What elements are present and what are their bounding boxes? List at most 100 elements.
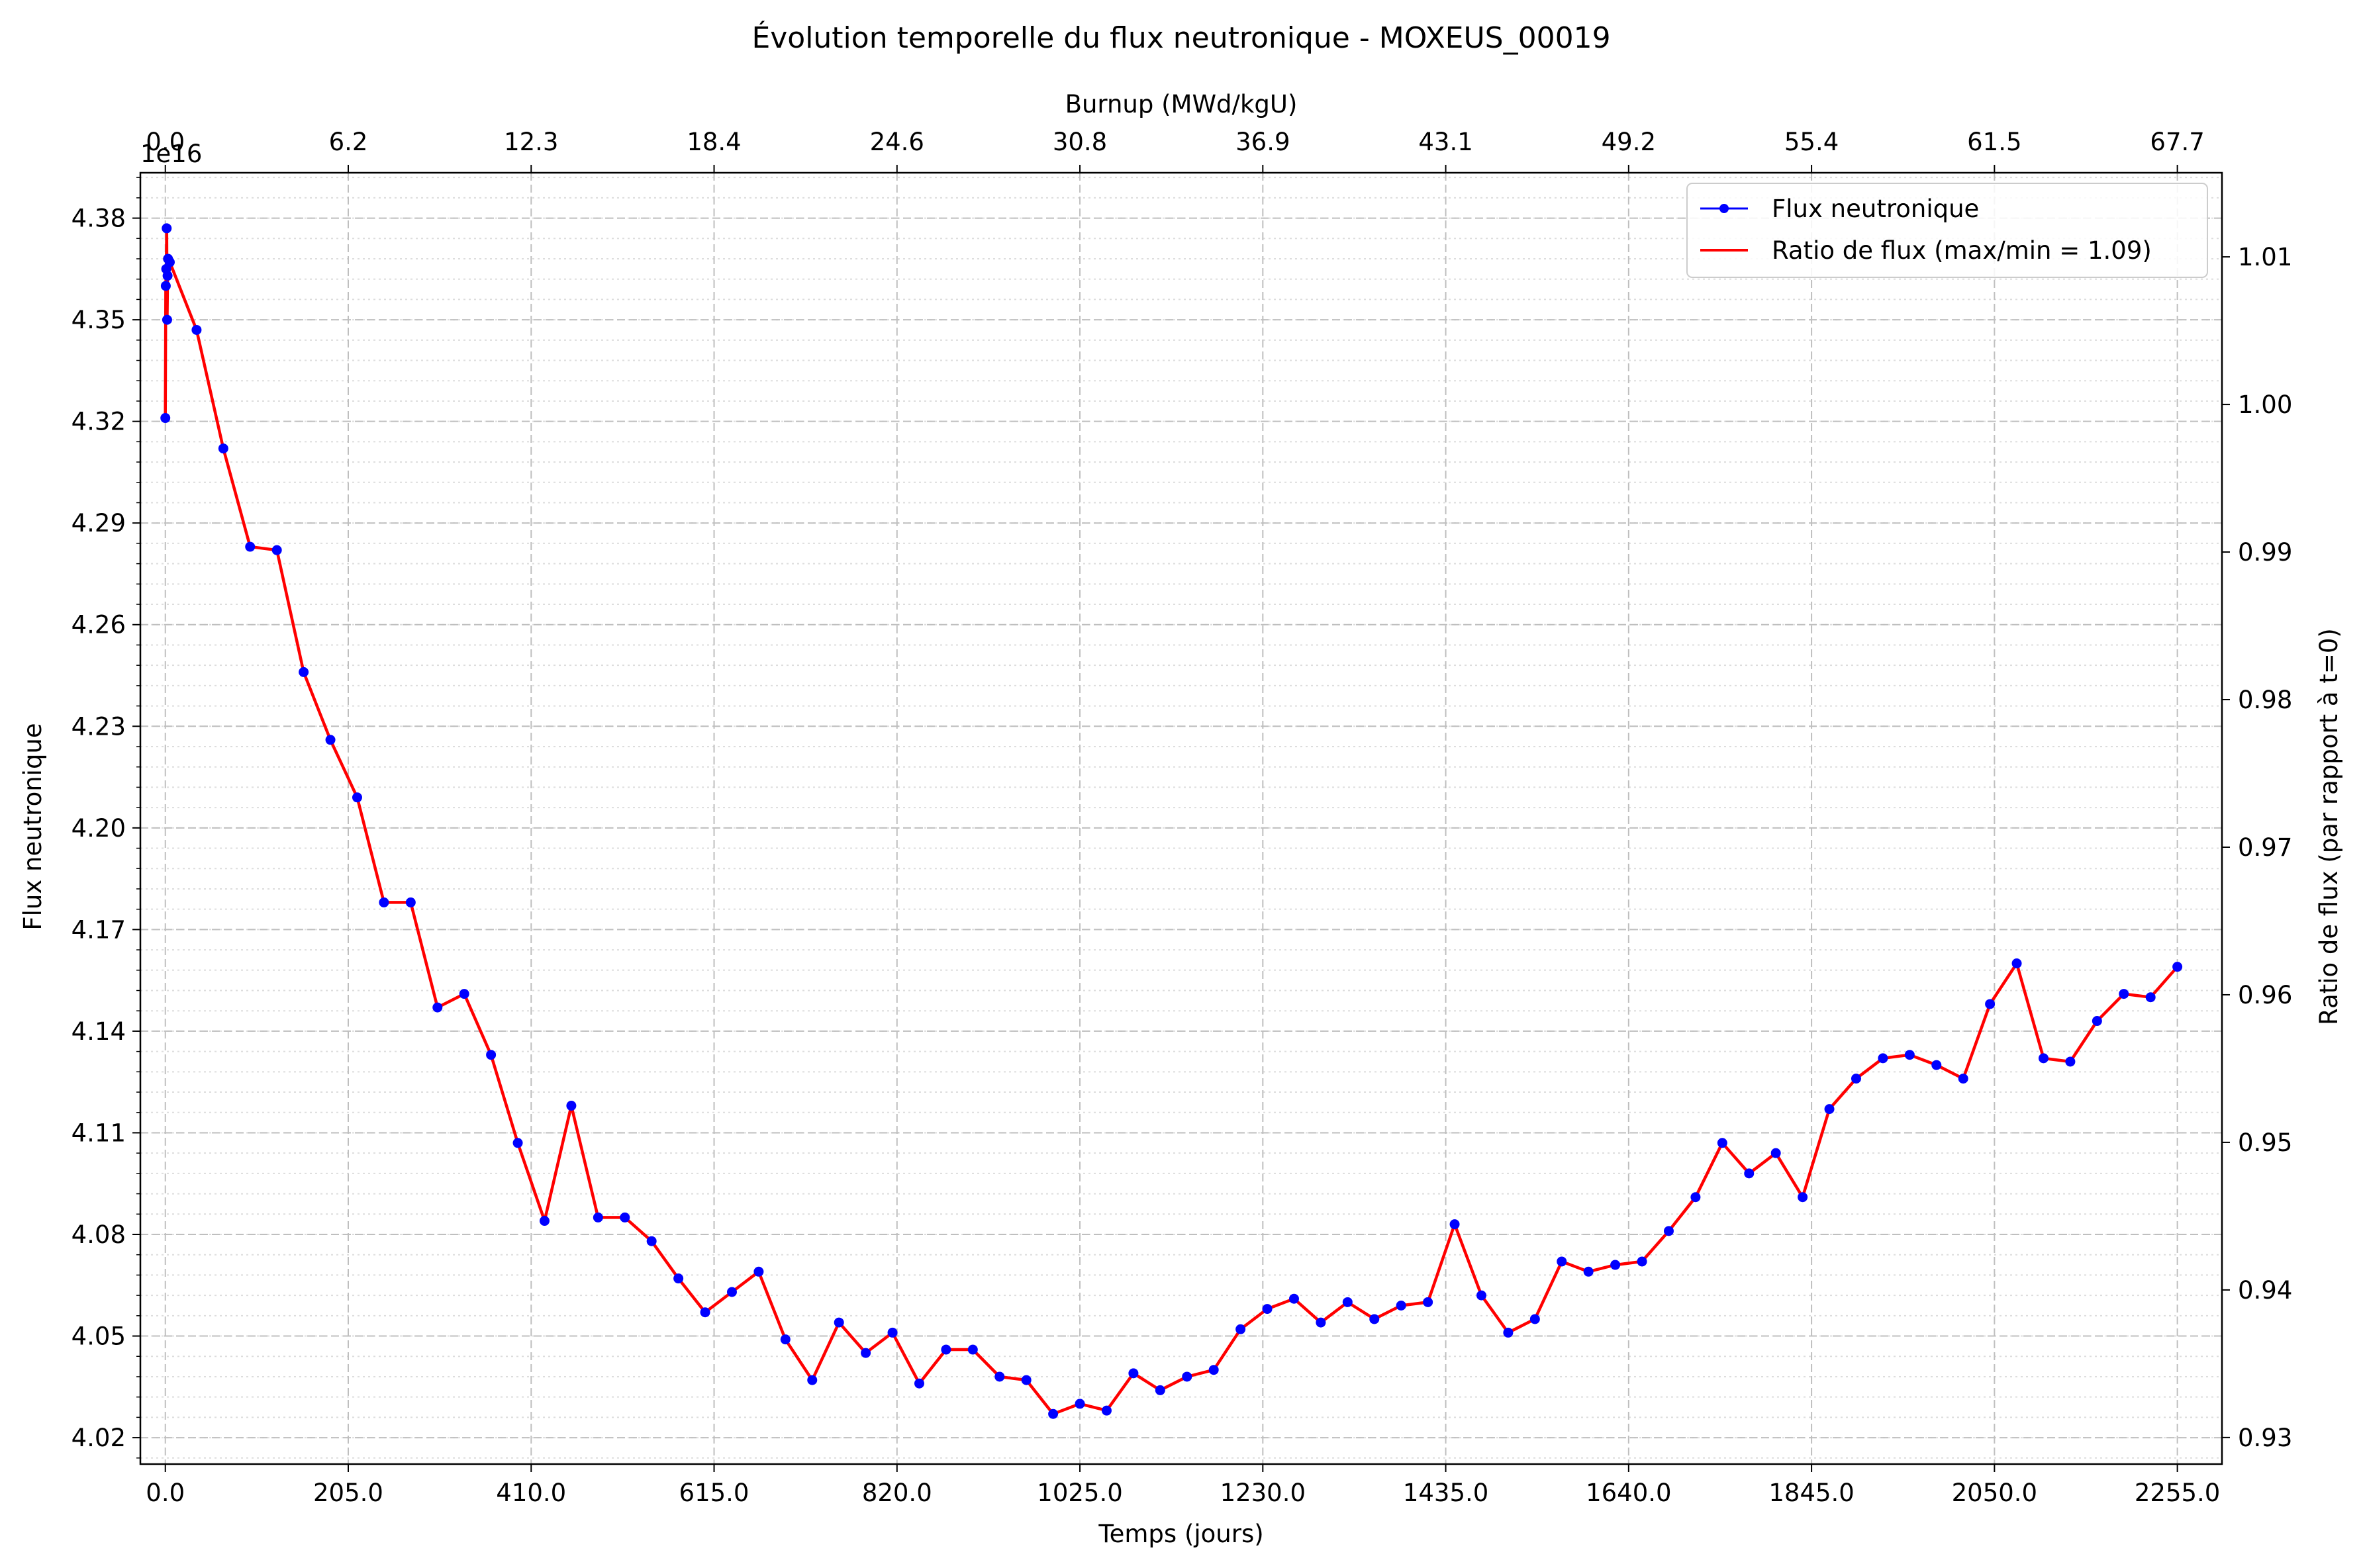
flux-data-point (834, 1317, 844, 1328)
flux-data-point (994, 1371, 1005, 1382)
x-tick-label: 1025.0 (1037, 1479, 1122, 1507)
flux-data-point (1075, 1399, 1085, 1409)
flux-data-point (299, 667, 309, 677)
flux-data-point (2011, 958, 2022, 969)
y-tick-label: 4.17 (72, 915, 126, 944)
flux-series-line (164, 228, 2178, 1416)
y-tick-label: 4.29 (72, 509, 126, 537)
flux-data-point (1958, 1074, 1968, 1084)
flux-data-point (1128, 1368, 1139, 1379)
y2-tick-label: 0.99 (2238, 538, 2292, 567)
flux-data-point (1021, 1375, 1032, 1385)
plot-area (160, 223, 2183, 1419)
chart-title: Évolution temporelle du flux neutronique… (751, 20, 1610, 55)
flux-data-point (1610, 1260, 1621, 1270)
legend: Flux neutronique Ratio de flux (max/min … (1686, 183, 2208, 278)
flux-data-point (1744, 1168, 1755, 1179)
x-tick-label: 1640.0 (1586, 1479, 1671, 1507)
x-tick-label: 1435.0 (1403, 1479, 1488, 1507)
flux-data-point (646, 1236, 657, 1246)
flux-data-point (512, 1138, 523, 1148)
flux-data-point (1235, 1324, 1246, 1334)
flux-data-point (1476, 1290, 1486, 1301)
y2-tick-label: 1.01 (2238, 243, 2292, 271)
tick-marks: 0.0 205.0 410.0 615.0 820.0 1025.0 1230.0 1435.… (72, 128, 2293, 1507)
flux-data-point (1369, 1314, 1380, 1324)
flux-data-point (2092, 1016, 2102, 1027)
grid-lines (140, 173, 2222, 1464)
top-x-tick-label: 12.3 (504, 128, 558, 156)
flux-data-point (1663, 1226, 1674, 1236)
y-tick-label: 4.11 (72, 1119, 126, 1147)
plot-frame (139, 171, 2223, 1465)
y2-tick-label: 0.98 (2238, 686, 2292, 714)
y-tick-label: 4.35 (72, 306, 126, 334)
flux-data-point (486, 1050, 497, 1060)
legend-box (1686, 183, 2208, 278)
flux-data-point (1557, 1256, 1567, 1267)
flux-data-point (1770, 1148, 1781, 1158)
flux-data-point (2119, 989, 2129, 999)
top-x-tick-label: 61.5 (1967, 128, 2021, 156)
flux-data-point (1798, 1192, 1808, 1203)
y-tick-label: 4.05 (72, 1322, 126, 1351)
flux-data-point (1690, 1192, 1701, 1203)
flux-data-point (539, 1216, 550, 1226)
flux-data-point (1101, 1405, 1112, 1416)
flux-data-point (1342, 1297, 1353, 1307)
y-tick-label: 4.26 (72, 611, 126, 639)
top-x-tick-label: 43.1 (1418, 128, 1472, 156)
x-tick-label: 205.0 (313, 1479, 383, 1507)
flux-data-point (566, 1101, 577, 1111)
flux-data-point (164, 257, 175, 267)
y-tick-label: 4.32 (72, 408, 126, 436)
y-tick-label: 4.38 (72, 205, 126, 233)
legend-flux-marker (1719, 204, 1729, 213)
flux-data-point (1824, 1104, 1835, 1115)
flux-data-point (162, 223, 172, 234)
x-tick-label: 0.0 (146, 1479, 185, 1507)
x-tick-label: 2050.0 (1952, 1479, 2037, 1507)
flux-data-point (620, 1212, 630, 1222)
y-axis-label: Flux neutronique (19, 723, 47, 930)
flux-data-point (245, 541, 256, 552)
flux-data-point (1155, 1385, 1165, 1395)
flux-data-point (1878, 1053, 1888, 1064)
flux-data-point (1449, 1219, 1460, 1230)
x-tick-label: 820.0 (862, 1479, 932, 1507)
flux-data-point (941, 1344, 951, 1355)
flux-data-point (325, 735, 336, 745)
y-tick-label: 4.08 (72, 1221, 126, 1249)
x-tick-label: 1230.0 (1220, 1479, 1306, 1507)
x-axis-label: Temps (jours) (1098, 1520, 1263, 1548)
flux-data-point (379, 897, 389, 907)
flux-data-point (1048, 1408, 1059, 1419)
flux-data-point (271, 545, 282, 555)
flux-data-point (887, 1327, 898, 1338)
legend-flux-label: Flux neutronique (1772, 195, 1979, 223)
flux-data-point (352, 792, 362, 803)
flux-data-point (1423, 1297, 1433, 1307)
flux-data-point (593, 1212, 603, 1222)
y2-tick-label: 0.94 (2238, 1276, 2292, 1305)
flux-data-point (2172, 962, 2183, 972)
y-tick-label: 4.14 (72, 1017, 126, 1046)
y-tick-label: 4.23 (72, 712, 126, 741)
flux-data-point (218, 443, 228, 454)
top-x-tick-label: 36.9 (1235, 128, 1290, 156)
flux-data-point (1931, 1060, 1942, 1070)
top-x-axis-label: Burnup (MWd/kgU) (1065, 90, 1298, 118)
y2-tick-label: 0.96 (2238, 981, 2292, 1009)
flux-data-point (967, 1344, 978, 1355)
flux-data-point (162, 271, 173, 281)
flux-data-point (405, 897, 416, 907)
flux-data-point (160, 281, 171, 291)
flux-data-point (160, 413, 171, 424)
top-x-tick-label: 24.6 (870, 128, 924, 156)
flux-data-point (861, 1348, 871, 1358)
flux-data-point (1717, 1138, 1727, 1148)
y-axis-offset-label: 1e16 (140, 140, 202, 168)
y-tick-label: 4.02 (72, 1424, 126, 1452)
flux-data-point (780, 1334, 791, 1345)
